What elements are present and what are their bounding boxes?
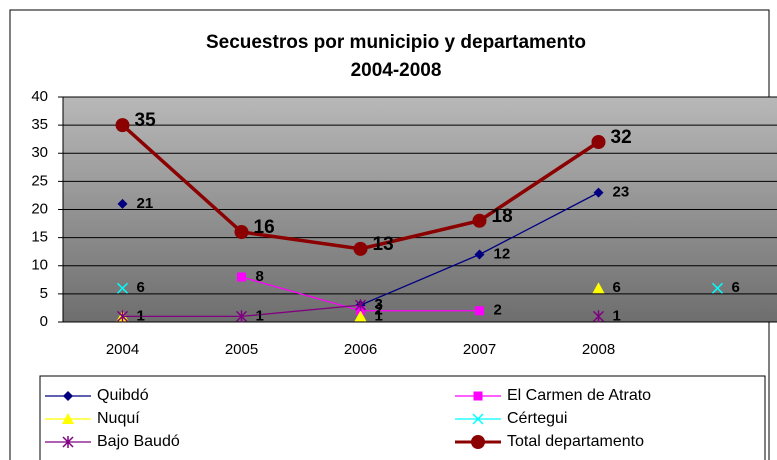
marker — [471, 435, 485, 449]
x-tick-label: 2005 — [225, 341, 258, 358]
data-label: 3 — [375, 296, 383, 313]
marker — [62, 413, 74, 424]
y-tick-label: 40 — [31, 88, 48, 105]
y-tick-label: 5 — [40, 285, 48, 302]
y-tick-label: 35 — [31, 116, 48, 133]
marker — [475, 306, 484, 316]
marker — [237, 272, 246, 282]
data-label: 16 — [254, 217, 275, 238]
data-label: 6 — [137, 279, 145, 296]
data-label: 1 — [613, 307, 621, 324]
data-label: 18 — [492, 206, 513, 227]
x-tick-label: 2006 — [344, 341, 377, 358]
marker — [593, 187, 604, 198]
marker — [354, 299, 367, 312]
marker — [116, 310, 129, 323]
marker — [472, 413, 484, 425]
data-label: 12 — [494, 245, 511, 262]
data-label: 23 — [613, 184, 630, 201]
legend-label: Bajo Baudó — [97, 433, 180, 450]
marker — [474, 249, 485, 260]
marker — [711, 282, 724, 294]
marker — [62, 436, 74, 448]
y-tick-label: 0 — [40, 313, 48, 330]
data-label: 1 — [137, 307, 145, 324]
data-label: 13 — [373, 234, 394, 255]
marker — [117, 198, 128, 209]
y-tick-label: 10 — [31, 257, 48, 274]
y-tick-label: 25 — [31, 172, 48, 189]
legend-label: Quibdó — [97, 387, 149, 404]
data-label: 1 — [256, 307, 264, 324]
data-label: 1 — [375, 307, 383, 324]
marker — [116, 282, 129, 294]
chart-title: 2004-2008 — [351, 60, 442, 81]
legend-label: Total departamento — [507, 433, 644, 450]
marker — [115, 118, 130, 133]
data-label: 32 — [611, 127, 632, 148]
marker — [473, 391, 483, 401]
marker — [592, 282, 605, 294]
marker — [591, 135, 606, 149]
legend-label: Cértegui — [507, 410, 567, 427]
marker — [592, 310, 605, 323]
legend-label: Nuquí — [97, 410, 140, 427]
y-tick-label: 15 — [31, 229, 48, 246]
marker — [472, 213, 487, 228]
data-label: 8 — [256, 268, 264, 285]
marker — [234, 225, 249, 239]
marker — [63, 391, 73, 401]
data-label: 6 — [613, 279, 621, 296]
data-label: 2 — [494, 302, 502, 319]
legend — [39, 375, 766, 460]
chart-title: Secuestros por municipio y departamento — [206, 32, 586, 53]
data-label: 3 — [375, 296, 383, 313]
x-tick-label: 2008 — [582, 341, 615, 358]
x-tick-label: 2004 — [106, 341, 139, 358]
data-label: 35 — [135, 110, 157, 131]
marker — [354, 310, 367, 322]
x-tick-label: 2007 — [463, 341, 496, 358]
y-tick-label: 20 — [31, 200, 48, 217]
y-tick-label: 30 — [31, 144, 48, 161]
marker — [353, 241, 368, 256]
marker — [235, 310, 248, 323]
data-label: 21 — [137, 195, 154, 212]
data-label: 6 — [732, 279, 740, 296]
legend-label: El Carmen de Atrato — [507, 387, 651, 404]
data-label: 2 — [375, 302, 383, 319]
